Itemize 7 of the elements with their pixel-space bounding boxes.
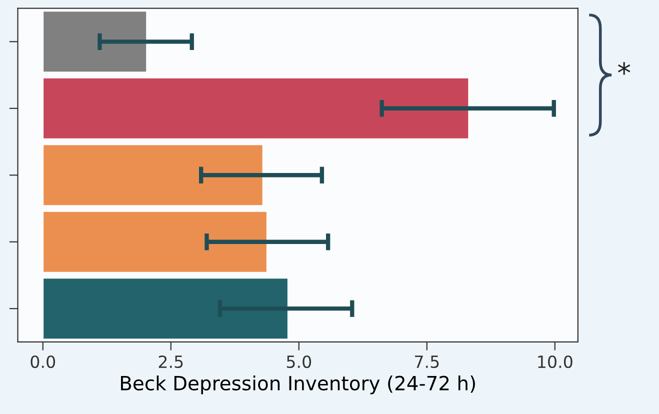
x-tick-label: 2.5 — [158, 355, 183, 368]
x-tick-label: 0.0 — [30, 355, 56, 368]
x-tick-label: 7.5 — [415, 356, 439, 368]
x-tick-label: 10.0 — [538, 355, 572, 368]
x-tick-label: 5.0 — [286, 355, 312, 368]
x-axis-title: Beck Depression Inventory (24-72 h) — [121, 375, 475, 394]
text: * — [618, 62, 630, 75]
